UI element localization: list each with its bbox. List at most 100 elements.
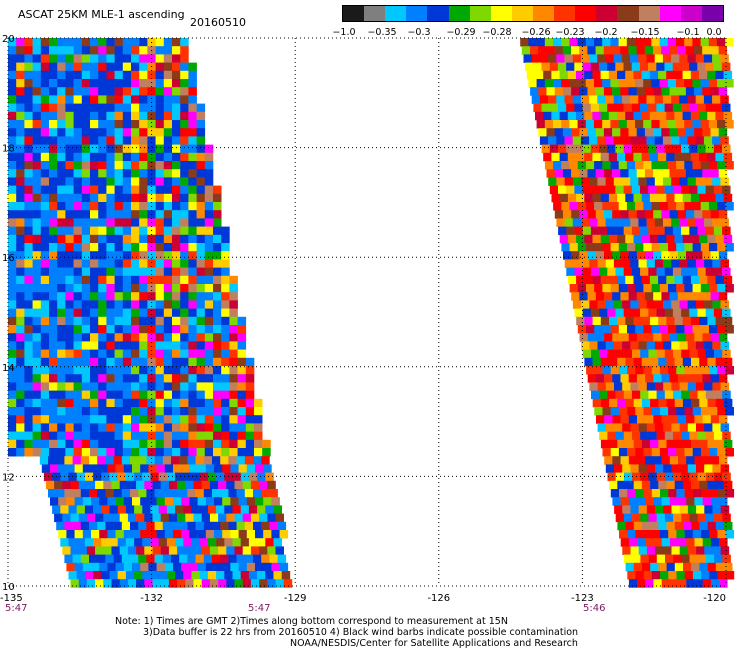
swath-cell	[60, 505, 69, 514]
swath-cell	[600, 193, 610, 203]
swath-cell	[16, 448, 25, 457]
swath-cell	[244, 554, 254, 564]
swath-cell	[712, 177, 721, 186]
swath-cell	[147, 152, 156, 162]
swath-cell	[168, 579, 178, 588]
swath-cell	[74, 530, 84, 539]
swath-cell	[622, 218, 631, 227]
swath-cell	[699, 398, 708, 408]
swath-cell	[8, 316, 17, 326]
swath-cell	[599, 185, 608, 195]
swath-cell	[577, 38, 587, 47]
swath-cell	[709, 489, 718, 498]
swath-cell	[139, 415, 148, 424]
swath-cell	[708, 120, 718, 129]
swath-cell	[122, 136, 132, 145]
swath-cell	[147, 325, 156, 334]
swath-cell	[589, 136, 598, 145]
swath-cell	[65, 251, 74, 260]
swath-cell	[131, 357, 140, 367]
swath-cell	[90, 79, 99, 88]
swath-cell	[561, 120, 570, 129]
swath-cell	[179, 456, 188, 465]
swath-cell	[584, 234, 593, 244]
swath-cell	[245, 439, 255, 449]
swath-cell	[172, 177, 181, 186]
swath-cell	[180, 46, 189, 55]
swath-cell	[173, 464, 182, 473]
swath-cell	[656, 103, 665, 113]
swath-cell	[81, 284, 91, 293]
swath-cell	[694, 497, 703, 506]
swath-cell	[32, 62, 42, 72]
swath-cell	[8, 169, 17, 178]
swath-cell	[710, 128, 719, 137]
swath-cell	[150, 571, 159, 580]
swath-cell	[600, 316, 610, 326]
swath-cell	[49, 226, 58, 236]
swath-cell	[613, 259, 623, 268]
swath-cell	[551, 111, 560, 121]
swath-cell	[687, 259, 697, 268]
swath-cell	[261, 554, 270, 564]
swath-cell	[73, 54, 83, 63]
swath-cell	[577, 243, 587, 252]
swath-cell	[147, 70, 156, 80]
swath-cell	[604, 210, 613, 219]
swath-cell	[172, 70, 181, 80]
swath-cell	[709, 366, 718, 375]
swath-cell	[610, 325, 620, 334]
swath-cell	[594, 325, 603, 334]
swath-cell	[229, 325, 238, 334]
swath-cell	[98, 70, 107, 80]
swath-cell	[725, 243, 734, 252]
swath-cell	[628, 251, 638, 260]
swath-cell	[180, 218, 189, 227]
swath-cell	[16, 54, 25, 63]
swath-cell	[188, 284, 197, 293]
swath-cell	[673, 431, 682, 441]
swath-cell	[109, 505, 118, 514]
swath-cell	[180, 366, 189, 375]
swath-cell	[40, 292, 50, 301]
swath-cell	[656, 390, 666, 400]
swath-cell	[58, 530, 67, 539]
swath-cell	[633, 521, 643, 531]
swath-cell	[155, 267, 165, 277]
swath-cell	[121, 521, 131, 531]
swath-cell	[213, 448, 222, 457]
swath-cell	[695, 177, 705, 186]
swath-cell	[712, 464, 721, 473]
swath-cell	[8, 234, 17, 244]
swath-cell	[582, 267, 592, 277]
swath-cell	[16, 251, 25, 260]
swath-cell	[704, 300, 713, 309]
swath-cell	[179, 521, 188, 531]
swath-cell	[245, 366, 255, 375]
swath-cell	[632, 513, 641, 523]
swath-cell	[674, 152, 683, 162]
swath-cell	[180, 357, 189, 367]
swath-cell	[646, 218, 656, 227]
swath-cell	[536, 38, 546, 47]
swath-cell	[273, 505, 282, 514]
swath-cell	[617, 439, 626, 449]
swath-cell	[81, 234, 91, 244]
swath-cell	[595, 251, 605, 260]
swath-cell	[147, 111, 156, 121]
swath-cell	[271, 497, 280, 506]
swath-cell	[720, 505, 730, 514]
swath-cell	[237, 423, 247, 432]
swath-cell	[213, 226, 222, 236]
swath-cell	[704, 382, 713, 391]
swath-cell	[139, 144, 148, 154]
swath-cell	[81, 275, 91, 285]
swath-cell	[49, 407, 58, 416]
swath-cell	[168, 480, 178, 490]
swath-cell	[244, 456, 254, 465]
swath-cell	[122, 218, 132, 227]
swath-cell	[86, 513, 96, 523]
swath-cell	[543, 70, 552, 80]
swath-cell	[712, 382, 721, 391]
swath-cell	[633, 357, 643, 367]
